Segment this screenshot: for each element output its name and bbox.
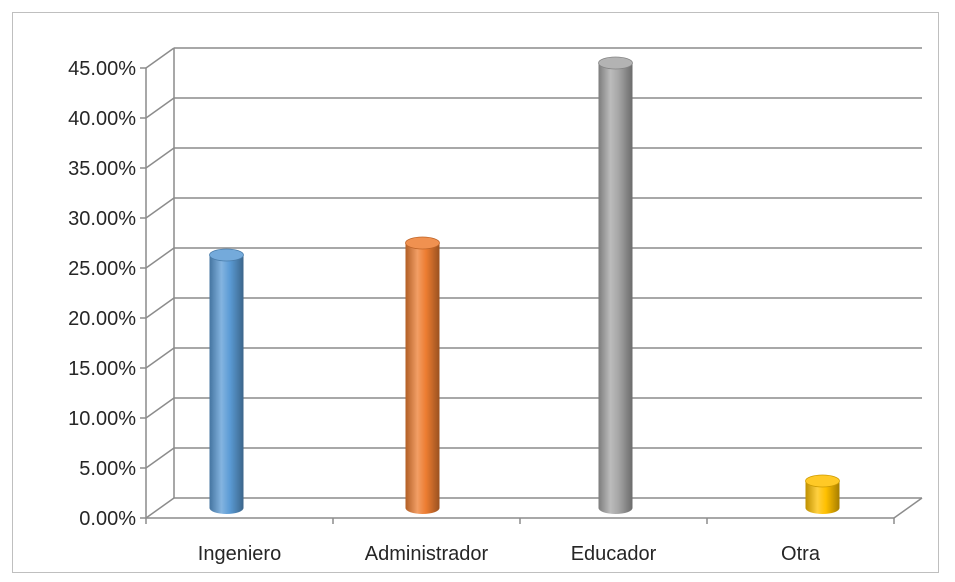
y-tick-label: 25.00%: [68, 258, 136, 280]
side-grid-line: [145, 197, 175, 219]
side-grid-line: [145, 447, 175, 469]
bar-body: [805, 481, 840, 514]
y-tick-label: 15.00%: [68, 358, 136, 380]
y-tick-label: 45.00%: [68, 58, 136, 80]
bar-body: [598, 63, 633, 514]
side-grid-line: [145, 497, 175, 519]
bar-top: [598, 56, 633, 70]
bar-top: [405, 236, 440, 250]
y-tick-label: 35.00%: [68, 158, 136, 180]
chart-frame: [12, 12, 939, 573]
y-tick-label: 10.00%: [68, 408, 136, 430]
y-tick-label: 20.00%: [68, 308, 136, 330]
side-grid-line: [145, 297, 175, 319]
side-grid-line: [145, 147, 175, 169]
bar-ingeniero: [209, 248, 244, 514]
bar-administrador: [405, 236, 440, 514]
y-tick-label: 40.00%: [68, 108, 136, 130]
side-grid-line: [145, 247, 175, 269]
x-tick-label: Administrador: [365, 543, 489, 565]
label-layer: 0.00% 5.00% 10.00% 15.00% 20.00% 25.00% 30.00%…: [68, 58, 821, 565]
bar-layer: [209, 56, 840, 514]
bar-top: [209, 248, 244, 262]
bar-body: [405, 243, 440, 514]
floor-right-edge: [893, 497, 923, 519]
x-tick-label: Otra: [781, 543, 821, 565]
y-tick-label: 5.00%: [79, 458, 136, 480]
x-tick-label: Educador: [571, 543, 657, 565]
bar-otra: [805, 474, 840, 514]
side-grid-line: [145, 347, 175, 369]
axis-layer: [140, 67, 923, 524]
bar-body: [209, 255, 244, 514]
grid-layer: [145, 47, 922, 519]
side-grid-line: [145, 97, 175, 119]
x-tick-label: Ingeniero: [198, 543, 281, 565]
y-tick-label: 30.00%: [68, 208, 136, 230]
side-grid-line: [145, 47, 175, 69]
y-tick-label: 0.00%: [79, 508, 136, 530]
side-grid-line: [145, 397, 175, 419]
bar-top: [805, 474, 840, 488]
bar-educador: [598, 56, 633, 514]
